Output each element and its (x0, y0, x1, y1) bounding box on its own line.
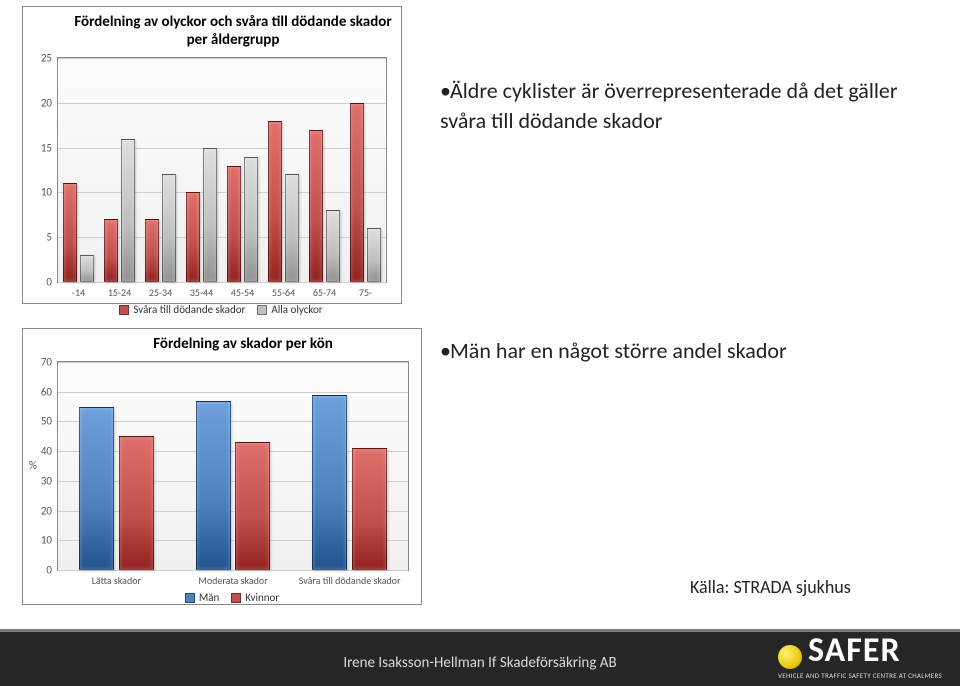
legend-item: Män (185, 591, 219, 604)
bar (227, 166, 241, 282)
slide: Fördelning av olyckor och svåra till död… (0, 0, 960, 686)
bar (285, 174, 299, 282)
bar (186, 192, 200, 282)
x-tick: 45-54 (231, 286, 254, 299)
legend-item: Kvinnor (231, 591, 279, 604)
y-tick: 15 (22, 141, 52, 154)
bar (244, 157, 258, 282)
x-tick: 35-44 (190, 286, 213, 299)
legend-label: Män (199, 591, 219, 604)
plot-area: 0510152025-1415-2425-3435-4445-5455-6465… (57, 57, 387, 283)
y-tick: 70 (22, 356, 52, 369)
gridline (58, 282, 386, 283)
y-tick: 0 (22, 276, 52, 289)
safer-logo: SAFER VEHICLE AND TRAFFIC SAFETY CENTRE … (778, 634, 942, 680)
bar (119, 436, 154, 570)
gridline (58, 570, 408, 571)
bullet-icon: • (440, 336, 450, 366)
y-tick: 40 (22, 445, 52, 458)
legend-swatch (257, 305, 267, 315)
x-tick: 55-64 (272, 286, 295, 299)
plot-area: 010203040506070Lätta skadorModerata skad… (57, 361, 409, 571)
bar (203, 148, 217, 282)
x-tick: 15-24 (108, 286, 131, 299)
y-tick: 10 (22, 534, 52, 547)
x-tick: Svåra till dödande skador (299, 574, 401, 587)
legend-item: Alla olyckor (257, 303, 322, 316)
bullet-text: Äldre cyklister är överrepresenterade då… (440, 77, 898, 134)
bar (63, 183, 77, 282)
bar (268, 121, 282, 282)
chart-gender-distribution: Fördelning av skador per kön 01020304050… (22, 328, 422, 605)
bar (145, 219, 159, 282)
bar (196, 401, 231, 570)
bar (121, 139, 135, 282)
y-tick: 10 (22, 186, 52, 199)
y-tick: 20 (22, 504, 52, 517)
footer-band: Irene Isaksson-Hellman If Skadeförsäkrin… (0, 632, 960, 686)
y-tick: 50 (22, 415, 52, 428)
logo-text: SAFER (808, 630, 901, 671)
legend-label: Alla olyckor (271, 303, 322, 316)
bar (326, 210, 340, 282)
bulb-icon (778, 645, 802, 669)
chart-title: Fördelning av skador per kön (69, 329, 417, 353)
y-tick: 25 (22, 52, 52, 65)
bar (312, 395, 347, 570)
logo-subtext: VEHICLE AND TRAFFIC SAFETY CENTRE AT CHA… (778, 671, 942, 680)
x-tick: Moderata skador (198, 574, 267, 587)
x-tick: Lätta skador (92, 574, 141, 587)
bullet-point: •Män har en något större andel skador (440, 336, 920, 366)
bar (162, 174, 176, 282)
bar (79, 407, 114, 570)
bar (352, 448, 387, 570)
gridline (58, 392, 408, 393)
bar (235, 442, 270, 570)
bar (350, 103, 364, 282)
gridline (58, 362, 408, 363)
bar (80, 255, 94, 282)
y-axis-label: % (29, 459, 37, 472)
chart-legend: Män Kvinnor (57, 591, 407, 604)
bar (309, 130, 323, 282)
gridline (58, 192, 386, 193)
chart-legend: Svåra till dödande skador Alla olyckor (57, 303, 385, 316)
y-tick: 5 (22, 231, 52, 244)
x-tick: 65-74 (313, 286, 336, 299)
x-tick: -14 (72, 286, 85, 299)
gridline (58, 148, 386, 149)
y-tick: 30 (22, 474, 52, 487)
y-tick: 60 (22, 385, 52, 398)
chart-age-distribution: Fördelning av olyckor och svåra till död… (22, 6, 402, 304)
bullet-text: Män har en något större andel skador (450, 337, 787, 364)
source-citation: Källa: STRADA sjukhus (690, 576, 851, 598)
legend-label: Kvinnor (245, 591, 279, 604)
legend-swatch (231, 593, 241, 603)
y-tick: 20 (22, 96, 52, 109)
gridline (58, 103, 386, 104)
x-tick: 25-34 (149, 286, 172, 299)
legend-swatch (119, 305, 129, 315)
legend-swatch (185, 593, 195, 603)
chart-title: Fördelning av olyckor och svåra till död… (69, 7, 397, 49)
x-tick: 75- (359, 286, 372, 299)
bar (104, 219, 118, 282)
bullet-point: •Äldre cyklister är överrepresenterade d… (440, 76, 920, 135)
y-tick: 0 (22, 564, 52, 577)
gridline (58, 58, 386, 59)
bullet-icon: • (440, 76, 450, 106)
legend-item: Svåra till dödande skador (119, 303, 245, 316)
bar (367, 228, 381, 282)
legend-label: Svåra till dödande skador (133, 303, 245, 316)
